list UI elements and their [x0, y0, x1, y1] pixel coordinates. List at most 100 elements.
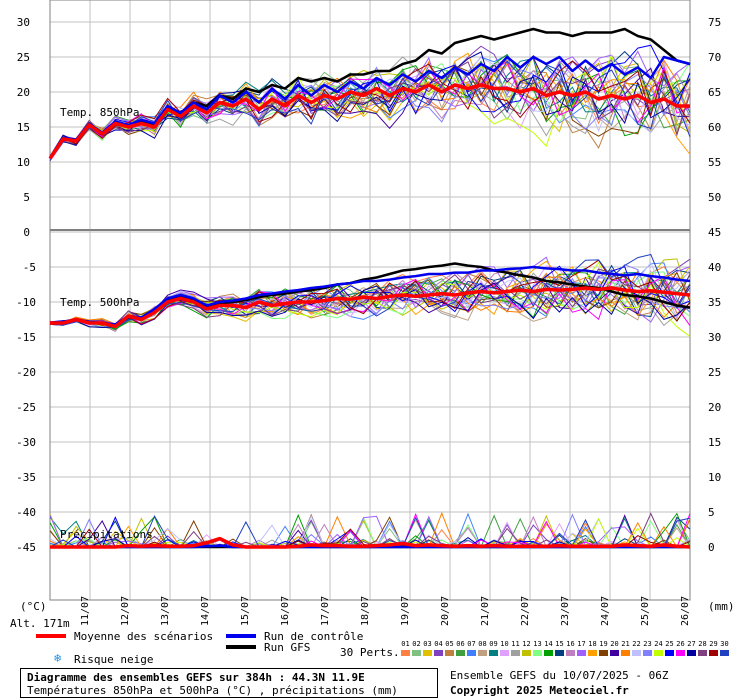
panel-label-850: Temp. 850hPa [60, 106, 139, 119]
legend-gfs-label: Run GFS [264, 641, 311, 654]
left-tick-label: -30 [16, 436, 36, 449]
pert-number: 26 [676, 640, 685, 648]
left-tick-label: -40 [16, 506, 36, 519]
pert-number: 20 [610, 640, 619, 648]
pert-swatch [588, 650, 597, 656]
main-850-moyenne-des-sc-nariosline [48, 83, 690, 160]
pert-number: 22 [632, 640, 641, 648]
main-500-moyenne-des-sc-nariosline [50, 286, 691, 329]
pert-number: 02 [412, 640, 421, 648]
pert-number: 12 [522, 640, 531, 648]
left-tick-label: 25 [17, 51, 30, 64]
panel-label-500: Temp. 500hPa [60, 296, 139, 309]
pert-number: 09 [489, 640, 498, 648]
pert-swatch [412, 650, 421, 656]
pert-number: 28 [698, 640, 707, 648]
left-tick-label: -15 [16, 331, 36, 344]
right-tick-label: 75 [708, 16, 721, 29]
pert-swatch [566, 650, 575, 656]
pert-850-line [49, 60, 691, 158]
pert-number: 01 [401, 640, 410, 648]
pert-swatch [610, 650, 619, 656]
main-850-run-de-contr-leline [48, 55, 691, 160]
pert-number: 03 [423, 640, 432, 648]
left-tick-label: -35 [16, 471, 36, 484]
pert-swatch [698, 650, 707, 656]
pert-swatch [544, 650, 553, 656]
main-series-lines [48, 27, 691, 549]
date-tick-label: 14/07 [200, 596, 211, 626]
pert-swatch [522, 650, 531, 656]
right-tick-label: 45 [708, 226, 721, 239]
left-unit: (°C) [20, 600, 47, 613]
pert-number: 30 [720, 640, 729, 648]
left-tick-label: -10 [16, 296, 36, 309]
right-tick-label: 25 [708, 366, 721, 379]
pert-swatch [643, 650, 652, 656]
pert-number: 07 [467, 640, 476, 648]
left-tick-label: -5 [23, 261, 36, 274]
date-tick-label: 12/07 [120, 596, 131, 626]
right-tick-label: 15 [708, 436, 721, 449]
pert-swatch [555, 650, 564, 656]
pert-swatch [445, 650, 454, 656]
right-tick-label: 40 [708, 261, 721, 274]
pert-swatch [599, 650, 608, 656]
pert-swatch [533, 650, 542, 656]
right-tick-label: 5 [708, 506, 715, 519]
ensemble-run-label: Ensemble GEFS du 10/07/2025 - 06Z [450, 669, 669, 682]
pert-swatch [456, 650, 465, 656]
date-tick-label: 13/07 [160, 596, 171, 626]
pert-number: 14 [544, 640, 553, 648]
pert-number: 08 [478, 640, 487, 648]
right-tick-label: 60 [708, 121, 721, 134]
date-tick-label: 17/07 [320, 596, 331, 626]
left-tick-label: 0 [23, 226, 30, 239]
main-precip-moyenne-des-sc-nariosline [50, 536, 691, 549]
date-tick-label: 22/07 [520, 596, 531, 626]
date-tick-label: 20/07 [440, 596, 451, 626]
legend-perts-label: 30 Perts. [340, 646, 400, 659]
right-tick-label: 10 [708, 471, 721, 484]
pert-number: 13 [533, 640, 542, 648]
left-tick-label: 10 [17, 156, 30, 169]
pert-swatch [467, 650, 476, 656]
date-tick-label: 25/07 [640, 596, 651, 626]
chart-title: Diagramme des ensembles GEFS sur 384h : … [27, 671, 365, 684]
pert-swatch [621, 650, 630, 656]
axis-ticks: 302520151050757065605550-5-10-15-20-25-3… [16, 16, 721, 626]
left-tick-label: 20 [17, 86, 30, 99]
right-tick-label: 20 [708, 401, 721, 414]
pert-number: 19 [599, 640, 608, 648]
left-tick-label: -20 [16, 366, 36, 379]
date-tick-label: 11/07 [80, 596, 91, 626]
right-tick-label: 35 [708, 296, 721, 309]
date-tick-label: 15/07 [240, 596, 251, 626]
legend-control-label: Run de contrôle [264, 630, 364, 643]
right-tick-label: 55 [708, 156, 721, 169]
right-tick-label: 50 [708, 191, 721, 204]
pert-swatch [709, 650, 718, 656]
legend-mean-label: Moyenne des scénarios [74, 630, 214, 643]
pert-number: 25 [665, 640, 674, 648]
copyright-label: Copyright 2025 Meteociel.fr [450, 684, 629, 697]
left-tick-label: 15 [17, 121, 30, 134]
pert-number: 21 [621, 640, 630, 648]
legend-snow-label: Risque neige [74, 653, 154, 666]
left-tick-label: 5 [23, 191, 30, 204]
left-tick-label: -45 [16, 541, 36, 554]
date-tick-label: 24/07 [600, 596, 611, 626]
pert-swatch [401, 650, 410, 656]
pert-number: 10 [500, 640, 509, 648]
left-tick-label: 30 [17, 16, 30, 29]
pert-number: 16 [566, 640, 575, 648]
date-tick-label: 16/07 [280, 596, 291, 626]
date-tick-label: 19/07 [400, 596, 411, 626]
pert-number: 29 [709, 640, 718, 648]
date-tick-label: 18/07 [360, 596, 371, 626]
chart-subtitle: Températures 850hPa et 500hPa (°C) , pré… [27, 684, 398, 697]
date-tick-label: 21/07 [480, 596, 491, 626]
pert-850-line [49, 51, 691, 157]
panel-label-precip: Précipitations [60, 528, 153, 541]
